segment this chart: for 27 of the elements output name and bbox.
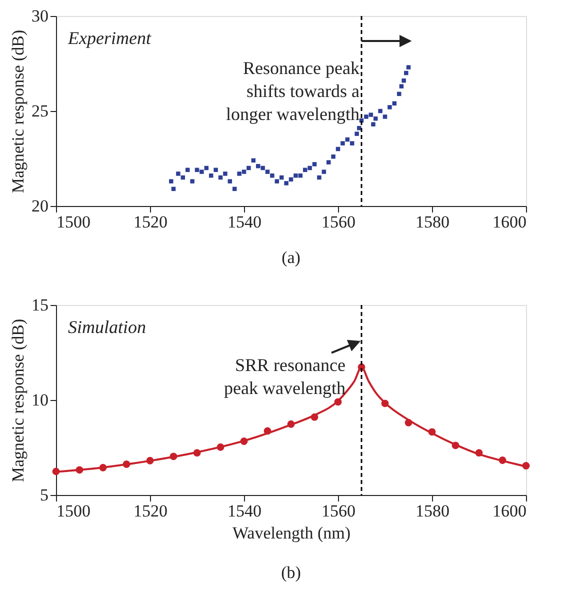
x-axis-title: Wavelength (nm) bbox=[232, 524, 351, 542]
x-tick-label: 1560 bbox=[322, 502, 356, 520]
x-tick-label: 1560 bbox=[322, 212, 356, 232]
x-tick-label: 1580 bbox=[416, 502, 450, 520]
x-tick-label: 1520 bbox=[134, 502, 168, 520]
y-tick-label: 30 bbox=[32, 6, 48, 26]
text: (b) bbox=[281, 563, 301, 582]
x-tick-label: 1500 bbox=[56, 212, 90, 232]
x-tick-label: 1500 bbox=[56, 502, 90, 520]
x-tick-label: 1580 bbox=[416, 212, 450, 232]
x-tick-label: 1540 bbox=[228, 212, 262, 232]
y-tick-label: 25 bbox=[32, 102, 48, 120]
y-tick-label: 5 bbox=[40, 486, 48, 504]
annotation: Resonance peak shifts towards a longer wavelength bbox=[226, 58, 360, 124]
y-tick-label: 20 bbox=[32, 196, 48, 216]
x-tick-label: 1600 bbox=[492, 212, 526, 232]
annotation: Experiment bbox=[67, 28, 152, 48]
y-axis-title: Magnetic response (dB) bbox=[8, 30, 28, 194]
x-tick-label: 1600 bbox=[492, 502, 526, 520]
y-tick-label: 10 bbox=[32, 390, 48, 410]
text: (a) bbox=[282, 248, 300, 267]
y-axis-title: Magnetic response (dB) bbox=[8, 318, 28, 482]
y-tick-label: 15 bbox=[32, 296, 48, 314]
x-tick-label: 1520 bbox=[134, 212, 168, 232]
annotation: Simulation bbox=[68, 317, 146, 337]
annotation: SRR resonance peak wavelength bbox=[224, 354, 346, 398]
x-tick-label: 1540 bbox=[228, 502, 262, 520]
